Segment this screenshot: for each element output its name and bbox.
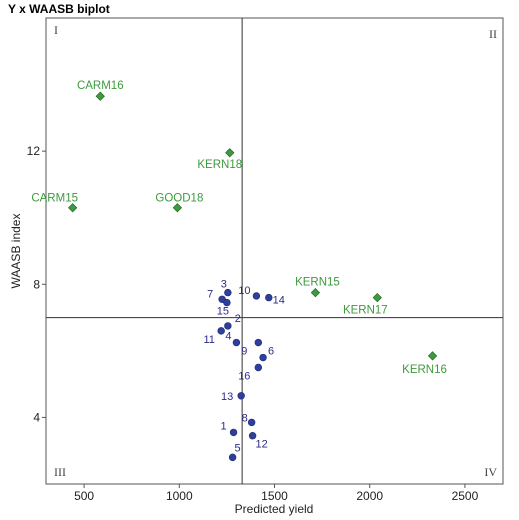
environment-point [372, 292, 382, 303]
environment-label: KERN16 [402, 364, 447, 376]
reference-lines [46, 18, 503, 484]
x-axis-label: Predicted yield [235, 502, 314, 516]
genotype-point [259, 353, 267, 362]
genotype-label: 5 [235, 442, 241, 454]
environment-label: KERN18 [197, 159, 242, 171]
quadrant-label: I [54, 23, 58, 37]
quadrant-label: III [54, 465, 66, 479]
genotype-label: 12 [255, 439, 267, 451]
y-tick-label: 12 [27, 144, 41, 158]
genotype-label: 16 [238, 371, 250, 383]
genotype-label: 2 [235, 313, 241, 325]
genotype-label: 14 [273, 295, 285, 307]
genotype-point [229, 428, 238, 437]
genotype-point [223, 298, 231, 307]
genotype-label: 4 [225, 331, 231, 343]
genotype-point [228, 453, 237, 462]
genotype-point [248, 432, 257, 440]
genotype-point [265, 293, 273, 302]
genotype-label: 13 [221, 391, 233, 403]
y-tick-label: 8 [33, 277, 40, 291]
genotype-label: 15 [217, 306, 229, 318]
environment-label: CARM16 [77, 80, 124, 92]
environment-point [427, 351, 438, 361]
environment-point [95, 91, 105, 101]
genotype-point [217, 327, 225, 335]
genotype-point [247, 418, 256, 427]
genotype-label: 7 [207, 288, 213, 300]
environment-label: CARM15 [31, 193, 78, 205]
x-tick-label: 2500 [452, 489, 479, 503]
genotype-point [232, 338, 241, 347]
environment-label: GOOD18 [155, 193, 203, 205]
quadrant-label: IV [484, 465, 497, 479]
y-tick-label: 4 [33, 410, 40, 424]
x-tick-label: 500 [74, 489, 94, 503]
genotype-point [252, 292, 261, 300]
environment-point [172, 203, 183, 213]
genotype-label: 3 [221, 279, 227, 291]
quadrant-label: II [489, 27, 497, 41]
plot-frame [45, 17, 504, 485]
environment-point [225, 148, 235, 158]
environment-series: CARM16 KERN18 CARM15 GOOD18 KERN15 KERN17 KERN… [31, 80, 447, 376]
genotype-point [224, 322, 232, 330]
genotype-label: 11 [203, 334, 214, 346]
environment-label: KERN17 [343, 305, 388, 317]
genotype-label: 8 [242, 412, 248, 424]
genotype-label: 9 [241, 346, 247, 358]
x-tick-label: 1500 [261, 489, 288, 503]
genotype-point [224, 288, 232, 297]
chart-title: Y x WAASB biplot [8, 2, 110, 16]
x-tick-label: 1000 [166, 489, 193, 503]
environment-point [68, 203, 78, 213]
y-axis-label: WAASB index [9, 214, 23, 289]
environment-point [310, 287, 321, 298]
genotype-label: 10 [238, 285, 250, 297]
genotype-point [254, 338, 263, 347]
environment-label: KERN15 [295, 277, 340, 289]
genotype-label: 6 [268, 346, 274, 358]
x-tick-label: 2000 [356, 489, 383, 503]
genotype-label: 1 [220, 420, 226, 432]
genotype-point [254, 363, 263, 372]
genotype-point [237, 392, 245, 400]
